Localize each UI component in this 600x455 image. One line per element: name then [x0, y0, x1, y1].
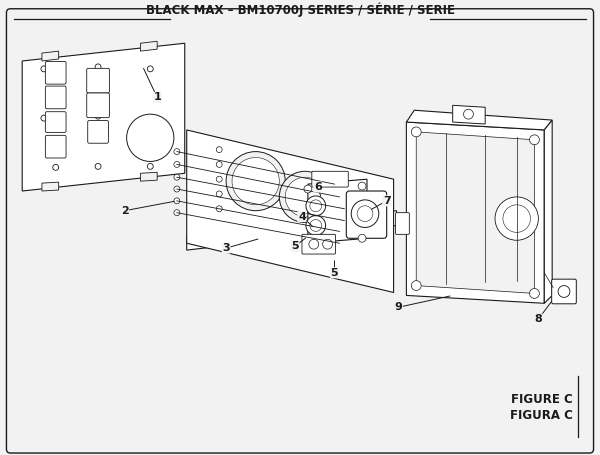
Circle shape	[310, 220, 322, 232]
Circle shape	[95, 64, 101, 70]
Circle shape	[558, 286, 570, 298]
FancyBboxPatch shape	[395, 212, 409, 234]
Circle shape	[530, 135, 539, 145]
Circle shape	[174, 186, 180, 192]
Circle shape	[358, 234, 366, 242]
Circle shape	[343, 219, 346, 222]
Circle shape	[343, 207, 346, 210]
Circle shape	[464, 109, 473, 119]
Polygon shape	[187, 211, 397, 250]
Circle shape	[412, 127, 421, 137]
Circle shape	[530, 288, 539, 298]
Text: 1: 1	[153, 92, 161, 102]
Circle shape	[216, 191, 222, 197]
FancyBboxPatch shape	[87, 93, 109, 118]
FancyBboxPatch shape	[46, 112, 66, 132]
Circle shape	[127, 114, 174, 162]
Polygon shape	[22, 43, 185, 191]
Circle shape	[357, 206, 373, 222]
Circle shape	[310, 200, 322, 212]
Text: BLACK MAX – BM10700J SERIES / SÉRIE / SERIE: BLACK MAX – BM10700J SERIES / SÉRIE / SE…	[146, 2, 455, 17]
Polygon shape	[452, 105, 485, 124]
Circle shape	[338, 196, 341, 198]
FancyBboxPatch shape	[88, 121, 109, 143]
Text: FIGURA C: FIGURA C	[510, 409, 573, 422]
FancyBboxPatch shape	[302, 234, 335, 254]
FancyBboxPatch shape	[87, 68, 109, 93]
Text: 5: 5	[291, 241, 299, 251]
Circle shape	[326, 222, 334, 229]
Circle shape	[503, 205, 530, 233]
Circle shape	[304, 185, 312, 193]
Circle shape	[148, 66, 153, 72]
Circle shape	[174, 198, 180, 204]
Text: 3: 3	[223, 243, 230, 253]
Circle shape	[338, 198, 370, 229]
Text: 5: 5	[331, 268, 338, 278]
Circle shape	[174, 149, 180, 155]
Circle shape	[216, 176, 222, 182]
Circle shape	[95, 163, 101, 169]
Circle shape	[495, 197, 538, 240]
Text: 6: 6	[314, 182, 322, 192]
Text: FIGURE C: FIGURE C	[511, 393, 573, 406]
Circle shape	[358, 182, 366, 190]
Circle shape	[412, 281, 421, 290]
Circle shape	[227, 235, 235, 243]
Circle shape	[309, 239, 319, 249]
Circle shape	[262, 230, 269, 238]
Polygon shape	[187, 130, 394, 293]
Circle shape	[338, 230, 341, 233]
Text: 2: 2	[121, 206, 128, 216]
Circle shape	[216, 206, 222, 212]
Circle shape	[174, 210, 180, 216]
Polygon shape	[406, 110, 552, 130]
Circle shape	[304, 238, 312, 245]
Circle shape	[41, 66, 47, 72]
Text: 8: 8	[535, 314, 542, 324]
Circle shape	[338, 242, 341, 245]
Polygon shape	[544, 120, 552, 303]
FancyBboxPatch shape	[551, 279, 577, 304]
FancyBboxPatch shape	[46, 135, 66, 158]
Circle shape	[306, 216, 326, 235]
Circle shape	[95, 113, 101, 119]
Circle shape	[174, 174, 180, 180]
Circle shape	[323, 239, 332, 249]
Polygon shape	[308, 179, 367, 243]
Circle shape	[296, 226, 304, 233]
Circle shape	[355, 217, 363, 224]
Circle shape	[285, 177, 325, 217]
Circle shape	[232, 157, 280, 205]
Circle shape	[216, 147, 222, 152]
Circle shape	[280, 171, 331, 222]
Circle shape	[216, 162, 222, 167]
FancyBboxPatch shape	[346, 191, 386, 238]
Circle shape	[41, 115, 47, 121]
Circle shape	[148, 163, 153, 169]
Polygon shape	[406, 122, 544, 303]
Circle shape	[351, 200, 379, 228]
FancyBboxPatch shape	[312, 171, 348, 187]
Circle shape	[174, 162, 180, 167]
Polygon shape	[42, 182, 59, 191]
Polygon shape	[42, 51, 59, 61]
Circle shape	[333, 182, 336, 186]
Circle shape	[306, 196, 326, 216]
FancyBboxPatch shape	[46, 61, 66, 84]
Circle shape	[53, 164, 59, 170]
Text: 4: 4	[298, 212, 306, 222]
Text: 9: 9	[395, 302, 403, 312]
Text: 7: 7	[383, 196, 391, 206]
Circle shape	[226, 152, 285, 211]
Polygon shape	[140, 172, 157, 181]
Polygon shape	[140, 41, 157, 51]
Circle shape	[332, 192, 376, 235]
Polygon shape	[416, 132, 535, 293]
FancyBboxPatch shape	[46, 86, 66, 109]
